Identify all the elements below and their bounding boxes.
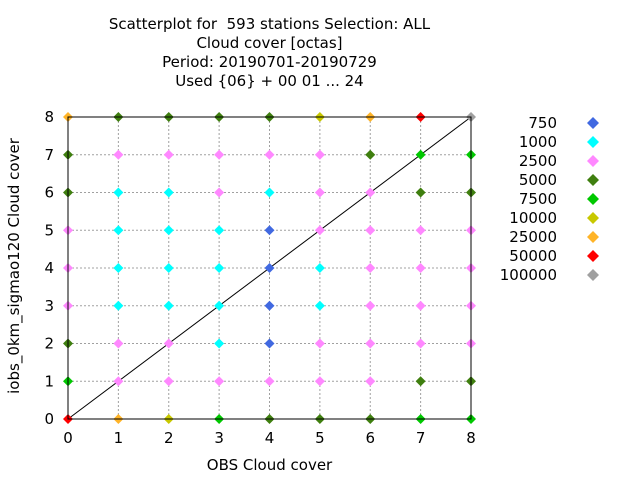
- y-tick-label: 2: [44, 335, 54, 353]
- data-point: [314, 149, 325, 160]
- title-line-2: Cloud cover [octas]: [196, 34, 343, 52]
- data-point: [264, 263, 275, 273]
- data-point: [264, 338, 275, 349]
- data-point: [314, 187, 325, 198]
- legend-label: 5000: [519, 171, 557, 189]
- x-tick-label: 0: [63, 429, 73, 447]
- legend-marker: [587, 250, 599, 262]
- chart-title: Scatterplot for 593 stations Selection: …: [68, 15, 471, 91]
- y-tick-label: 4: [44, 259, 54, 277]
- y-tick-label: 1: [44, 372, 54, 390]
- data-point: [264, 225, 275, 236]
- data-point: [365, 149, 376, 160]
- data-point: [264, 376, 275, 387]
- data-point: [214, 376, 225, 387]
- data-point: [264, 187, 275, 198]
- data-point: [314, 300, 325, 311]
- legend-label: 25000: [509, 228, 557, 246]
- data-point: [365, 376, 376, 387]
- x-tick-label: 8: [466, 429, 476, 447]
- data-point: [163, 149, 174, 160]
- data-point: [214, 300, 225, 311]
- y-tick-label: 3: [44, 297, 54, 315]
- legend-marker: [587, 117, 599, 129]
- data-point: [415, 187, 426, 198]
- data-point: [214, 225, 225, 236]
- title-line-1: Scatterplot for 593 stations Selection: …: [108, 15, 431, 33]
- data-point: [415, 338, 426, 349]
- title-line-4: Used {06} + 00 01 ... 24: [175, 72, 364, 90]
- data-point: [314, 263, 325, 273]
- axis-ticks: 0 1 2 3 4 5 6 7 8 0 1 2 3 4 5 6 7 8: [44, 108, 475, 447]
- plot-frame: [67, 116, 472, 420]
- data-point: [415, 300, 426, 311]
- legend-marker: [587, 136, 599, 148]
- legend-marker: [587, 155, 599, 167]
- y-axis-label: iobs_0km_sigmao120 Cloud cover: [5, 138, 23, 394]
- data-point: [415, 263, 426, 273]
- data-point: [365, 225, 376, 236]
- legend-marker: [587, 269, 599, 281]
- x-tick-label: 4: [265, 429, 275, 447]
- x-tick-label: 1: [114, 429, 124, 447]
- y-tick-label: 0: [44, 410, 54, 428]
- data-point: [264, 149, 275, 160]
- data-point: [163, 376, 174, 387]
- data-point: [365, 300, 376, 311]
- data-point: [113, 149, 124, 160]
- x-tick-label: 5: [315, 429, 325, 447]
- data-point: [163, 187, 174, 198]
- y-tick-label: 7: [44, 146, 54, 164]
- data-point: [214, 187, 225, 198]
- x-axis-label: OBS Cloud cover: [206, 456, 333, 474]
- data-point: [415, 225, 426, 236]
- data-point: [113, 225, 124, 236]
- data-point: [113, 263, 124, 273]
- data-point: [214, 263, 225, 273]
- y-tick-label: 5: [44, 221, 54, 239]
- data-point: [365, 338, 376, 349]
- data-point: [214, 338, 225, 349]
- legend-label: 750: [528, 114, 557, 132]
- data-point: [113, 338, 124, 349]
- data-point: [264, 300, 275, 311]
- data-point: [113, 300, 124, 311]
- legend-marker: [587, 231, 599, 243]
- data-point: [214, 149, 225, 160]
- data-point: [365, 263, 376, 273]
- x-tick-label: 2: [164, 429, 174, 447]
- data-point: [163, 263, 174, 273]
- legend-marker: [587, 193, 599, 205]
- legend-label: 50000: [509, 247, 557, 265]
- data-point: [415, 149, 426, 160]
- data-point: [365, 187, 376, 198]
- data-point: [163, 338, 174, 349]
- title-line-3: Period: 20190701-20190729: [162, 53, 377, 71]
- legend-label: 10000: [509, 209, 557, 227]
- y-tick-label: 6: [44, 184, 54, 202]
- data-points: [63, 112, 476, 424]
- legend-label: 2500: [519, 152, 557, 170]
- data-point: [314, 338, 325, 349]
- data-point: [314, 376, 325, 387]
- x-tick-label: 6: [365, 429, 375, 447]
- data-point: [113, 187, 124, 198]
- y-tick-label: 8: [44, 108, 54, 126]
- data-point: [314, 225, 325, 236]
- legend-marker: [587, 174, 599, 186]
- legend-marker: [587, 212, 599, 224]
- x-tick-label: 7: [416, 429, 426, 447]
- legend-label: 1000: [519, 133, 557, 151]
- data-point: [415, 376, 426, 387]
- data-point: [163, 300, 174, 311]
- data-point: [113, 376, 124, 387]
- legend-label: 7500: [519, 190, 557, 208]
- x-tick-label: 3: [214, 429, 224, 447]
- data-point: [163, 225, 174, 236]
- legend-label: 100000: [500, 266, 557, 284]
